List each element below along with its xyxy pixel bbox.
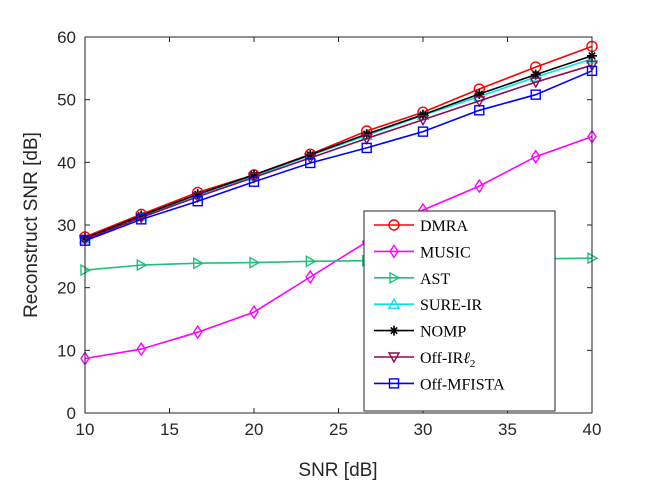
- legend-entry-3: SURE-IR: [374, 297, 483, 314]
- series-5-point-6: [416, 115, 430, 127]
- y-tick-label-1: 10: [57, 341, 76, 360]
- legend-label-6: Off-MFISTA: [420, 376, 505, 393]
- legend-entry-4: NOMP: [374, 324, 466, 341]
- legend-entry-5: Off-IRℓ2: [374, 350, 475, 370]
- series-2-point-4: [305, 255, 317, 268]
- x-tick-label-3: 25: [329, 420, 348, 439]
- series-6-point-8: [530, 89, 541, 100]
- series-2-point-3: [249, 256, 261, 269]
- legend-label-5: Off-IRℓ2: [420, 350, 475, 370]
- series-2-point-2: [193, 257, 205, 270]
- legend-label-0: DMRA: [420, 218, 468, 235]
- series-5-point-8: [529, 77, 542, 89]
- legend-entry-2: AST: [374, 271, 450, 288]
- legend-marker-0: [388, 219, 400, 231]
- series-1-point-2: [192, 324, 203, 340]
- series-6: [79, 65, 598, 246]
- series-6-point-7: [474, 105, 485, 116]
- legend-entry-1: MUSIC: [374, 244, 471, 261]
- y-tick-label-5: 50: [57, 91, 76, 110]
- series-6-point-5: [361, 142, 372, 154]
- legend-entry-6: Off-MFISTA: [374, 376, 505, 393]
- x-tick-label-1: 15: [160, 420, 179, 439]
- legend-marker-5: [387, 352, 401, 364]
- x-tick-label-5: 35: [498, 420, 517, 439]
- series-line-6: [84, 70, 593, 242]
- legend-label-1: MUSIC: [420, 244, 471, 261]
- legend-marker-6: [388, 378, 400, 389]
- legend-box: [363, 210, 556, 412]
- series-4-point-4: [305, 149, 316, 160]
- series-6-point-2: [192, 195, 203, 207]
- y-tick-label-3: 30: [57, 216, 76, 235]
- series-1-point-1: [136, 341, 147, 357]
- x-tick-label-0: 10: [76, 420, 95, 439]
- legend-marker-3: [387, 297, 401, 309]
- series-4-point-2: [192, 189, 203, 200]
- legend-label-4: NOMP: [420, 324, 466, 341]
- y-tick-label-6: 60: [57, 28, 76, 47]
- legend-marker-4: [389, 325, 399, 336]
- series-6-point-4: [305, 157, 316, 169]
- legend-entry-0: DMRA: [374, 218, 468, 235]
- legend-label-5-subscript: 2: [470, 358, 476, 370]
- series-6-point-3: [248, 176, 260, 187]
- series-1-point-3: [249, 304, 259, 320]
- x-tick-label-2: 20: [245, 420, 264, 439]
- series-line-5: [84, 64, 593, 241]
- series-4-point-7: [474, 89, 485, 100]
- series-4-point-8: [530, 69, 541, 80]
- y-tick-label-2: 20: [57, 279, 76, 298]
- legend-marker-1: [389, 244, 399, 259]
- series-line-1: [84, 135, 593, 360]
- series-4-point-1: [136, 210, 147, 221]
- series-line-0: [84, 45, 593, 238]
- legend-label-3: SURE-IR: [420, 297, 483, 314]
- y-axis-label: Reconstruct SNR [dB]: [21, 132, 42, 318]
- series-1-point-8: [530, 149, 541, 164]
- y-tick-label-0: 0: [67, 404, 76, 423]
- series-5-point-5: [360, 133, 373, 145]
- x-tick-label-4: 30: [414, 420, 433, 439]
- series-1-point-7: [474, 178, 485, 194]
- series-1-point-4: [305, 269, 316, 285]
- series-5-point-7: [473, 96, 486, 108]
- series-4-point-6: [418, 109, 428, 120]
- x-axis-label: SNR [dB]: [298, 460, 377, 481]
- y-tick-label-4: 40: [57, 153, 76, 172]
- series-line-4: [84, 55, 593, 239]
- x-tick-label-6: 40: [583, 420, 602, 439]
- legend-label-5-symbol: ℓ: [463, 350, 470, 367]
- series-2-point-1: [136, 258, 148, 272]
- series-4-point-3: [249, 169, 259, 180]
- legend-marker-2: [389, 271, 401, 284]
- series-6-point-1: [136, 214, 147, 225]
- legend-label-2: AST: [420, 271, 450, 288]
- legend: DMRA MUSIC AST SURE-IR NOMP Off-IRℓ2 Off-MFIST…: [363, 210, 556, 412]
- series-6-point-6: [417, 126, 429, 137]
